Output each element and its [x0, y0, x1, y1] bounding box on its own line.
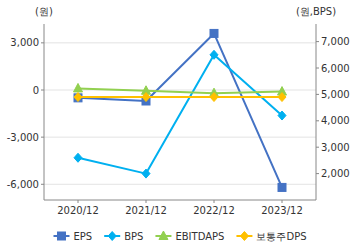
y2-tick [316, 173, 319, 174]
legend: EPS BPS EBITDAPS 보통주DPS [53, 231, 306, 242]
x-tick [146, 200, 147, 203]
x-tick [78, 200, 79, 203]
y2-tick-label: 6,000 [321, 63, 350, 74]
y-tick-label: 3,000 [10, 37, 39, 48]
y-tick-label: -6,000 [7, 179, 39, 190]
y2-tick [316, 41, 319, 42]
series-line [78, 96, 282, 98]
series [74, 93, 286, 102]
grid-line [44, 137, 316, 138]
y-tick-label: 0 [33, 85, 39, 96]
y2-tick-label: 2,000 [321, 168, 350, 179]
series-line [78, 55, 282, 174]
x-tick [214, 200, 215, 203]
legend-item: BPS [104, 231, 143, 242]
series [74, 50, 286, 178]
series-line [78, 88, 282, 93]
grid [44, 43, 316, 184]
legend-marker [108, 232, 116, 241]
legend-item: EBITDAPS [155, 231, 224, 242]
x-tick-label: 2021/12 [125, 205, 167, 216]
y-tick-label: -3,000 [7, 132, 39, 143]
series [74, 29, 286, 191]
y2-tick [316, 120, 319, 121]
legend-marker [57, 232, 65, 240]
y2-tick-label: 3,000 [321, 142, 350, 153]
point [142, 93, 150, 102]
x-axis-line [44, 200, 316, 201]
series-line [78, 33, 282, 187]
legend-label: 보통주DPS [256, 231, 306, 242]
x-tick [282, 200, 283, 203]
series [74, 83, 287, 96]
axes: -6,000 -3,000 0 3,000 2,000 3,000 4,000 5,000 6,… [7, 24, 350, 216]
point [74, 83, 83, 92]
y2-tick-label: 7,000 [321, 36, 350, 47]
point [210, 50, 218, 59]
y2-axis-label: (원,BPS) [296, 6, 336, 17]
x-tick-label: 2023/12 [261, 205, 303, 216]
point [210, 29, 218, 37]
chart: -6,000 -3,000 0 3,000 2,000 3,000 4,000 5,000 6,… [0, 0, 360, 248]
legend-label: EBITDAPS [175, 231, 224, 242]
y2-tick [316, 94, 319, 95]
y-axis-line [44, 24, 45, 200]
y2-tick [316, 147, 319, 148]
legend-label: EPS [73, 231, 92, 242]
point [278, 183, 286, 191]
x-tick-label: 2020/12 [57, 205, 99, 216]
grid-line [44, 184, 316, 185]
x-tick-label: 2022/12 [193, 205, 235, 216]
plot-area [74, 29, 287, 191]
point [142, 169, 150, 178]
y-tick [41, 42, 44, 43]
grid-line [44, 42, 316, 43]
legend-item: 보통주DPS [236, 231, 306, 242]
y-tick [41, 137, 44, 138]
y-tick [41, 184, 44, 185]
point [74, 153, 82, 162]
legend-label: BPS [124, 231, 143, 242]
legend-item: EPS [53, 231, 92, 242]
point [278, 111, 286, 120]
y2-tick-label: 5,000 [321, 89, 350, 100]
point [210, 93, 218, 102]
y2-tick [316, 68, 319, 69]
point [74, 93, 82, 102]
legend-marker [240, 232, 248, 241]
y-tick [41, 90, 44, 91]
y-axis-label: (원) [35, 6, 53, 17]
y2-tick-label: 4,000 [321, 115, 350, 126]
legend-marker [159, 231, 168, 240]
point [278, 93, 286, 102]
